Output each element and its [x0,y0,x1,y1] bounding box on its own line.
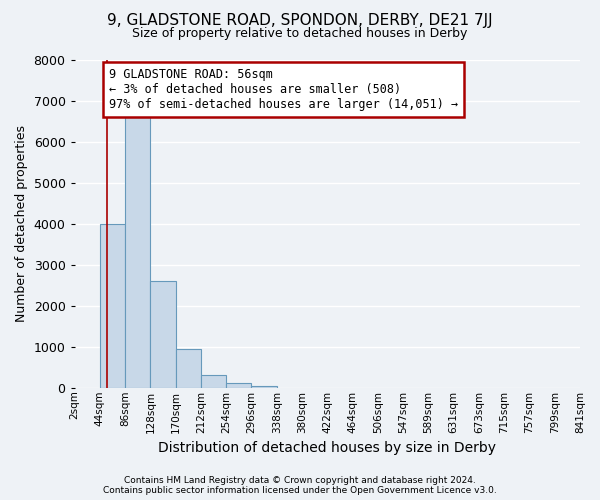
Text: 9, GLADSTONE ROAD, SPONDON, DERBY, DE21 7JJ: 9, GLADSTONE ROAD, SPONDON, DERBY, DE21 … [107,12,493,28]
Bar [151,281,176,388]
Y-axis label: Number of detached properties: Number of detached properties [15,126,28,322]
Text: Contains HM Land Registry data © Crown copyright and database right 2024.
Contai: Contains HM Land Registry data © Crown c… [103,476,497,495]
Bar [201,374,226,388]
Text: Size of property relative to detached houses in Derby: Size of property relative to detached ho… [133,28,467,40]
Bar [100,224,125,388]
Text: 9 GLADSTONE ROAD: 56sqm
← 3% of detached houses are smaller (508)
97% of semi-de: 9 GLADSTONE ROAD: 56sqm ← 3% of detached… [109,68,458,111]
X-axis label: Distribution of detached houses by size in Derby: Distribution of detached houses by size … [158,441,496,455]
Bar [176,349,201,388]
Bar [251,386,277,388]
Bar [125,118,151,388]
Bar [226,383,251,388]
